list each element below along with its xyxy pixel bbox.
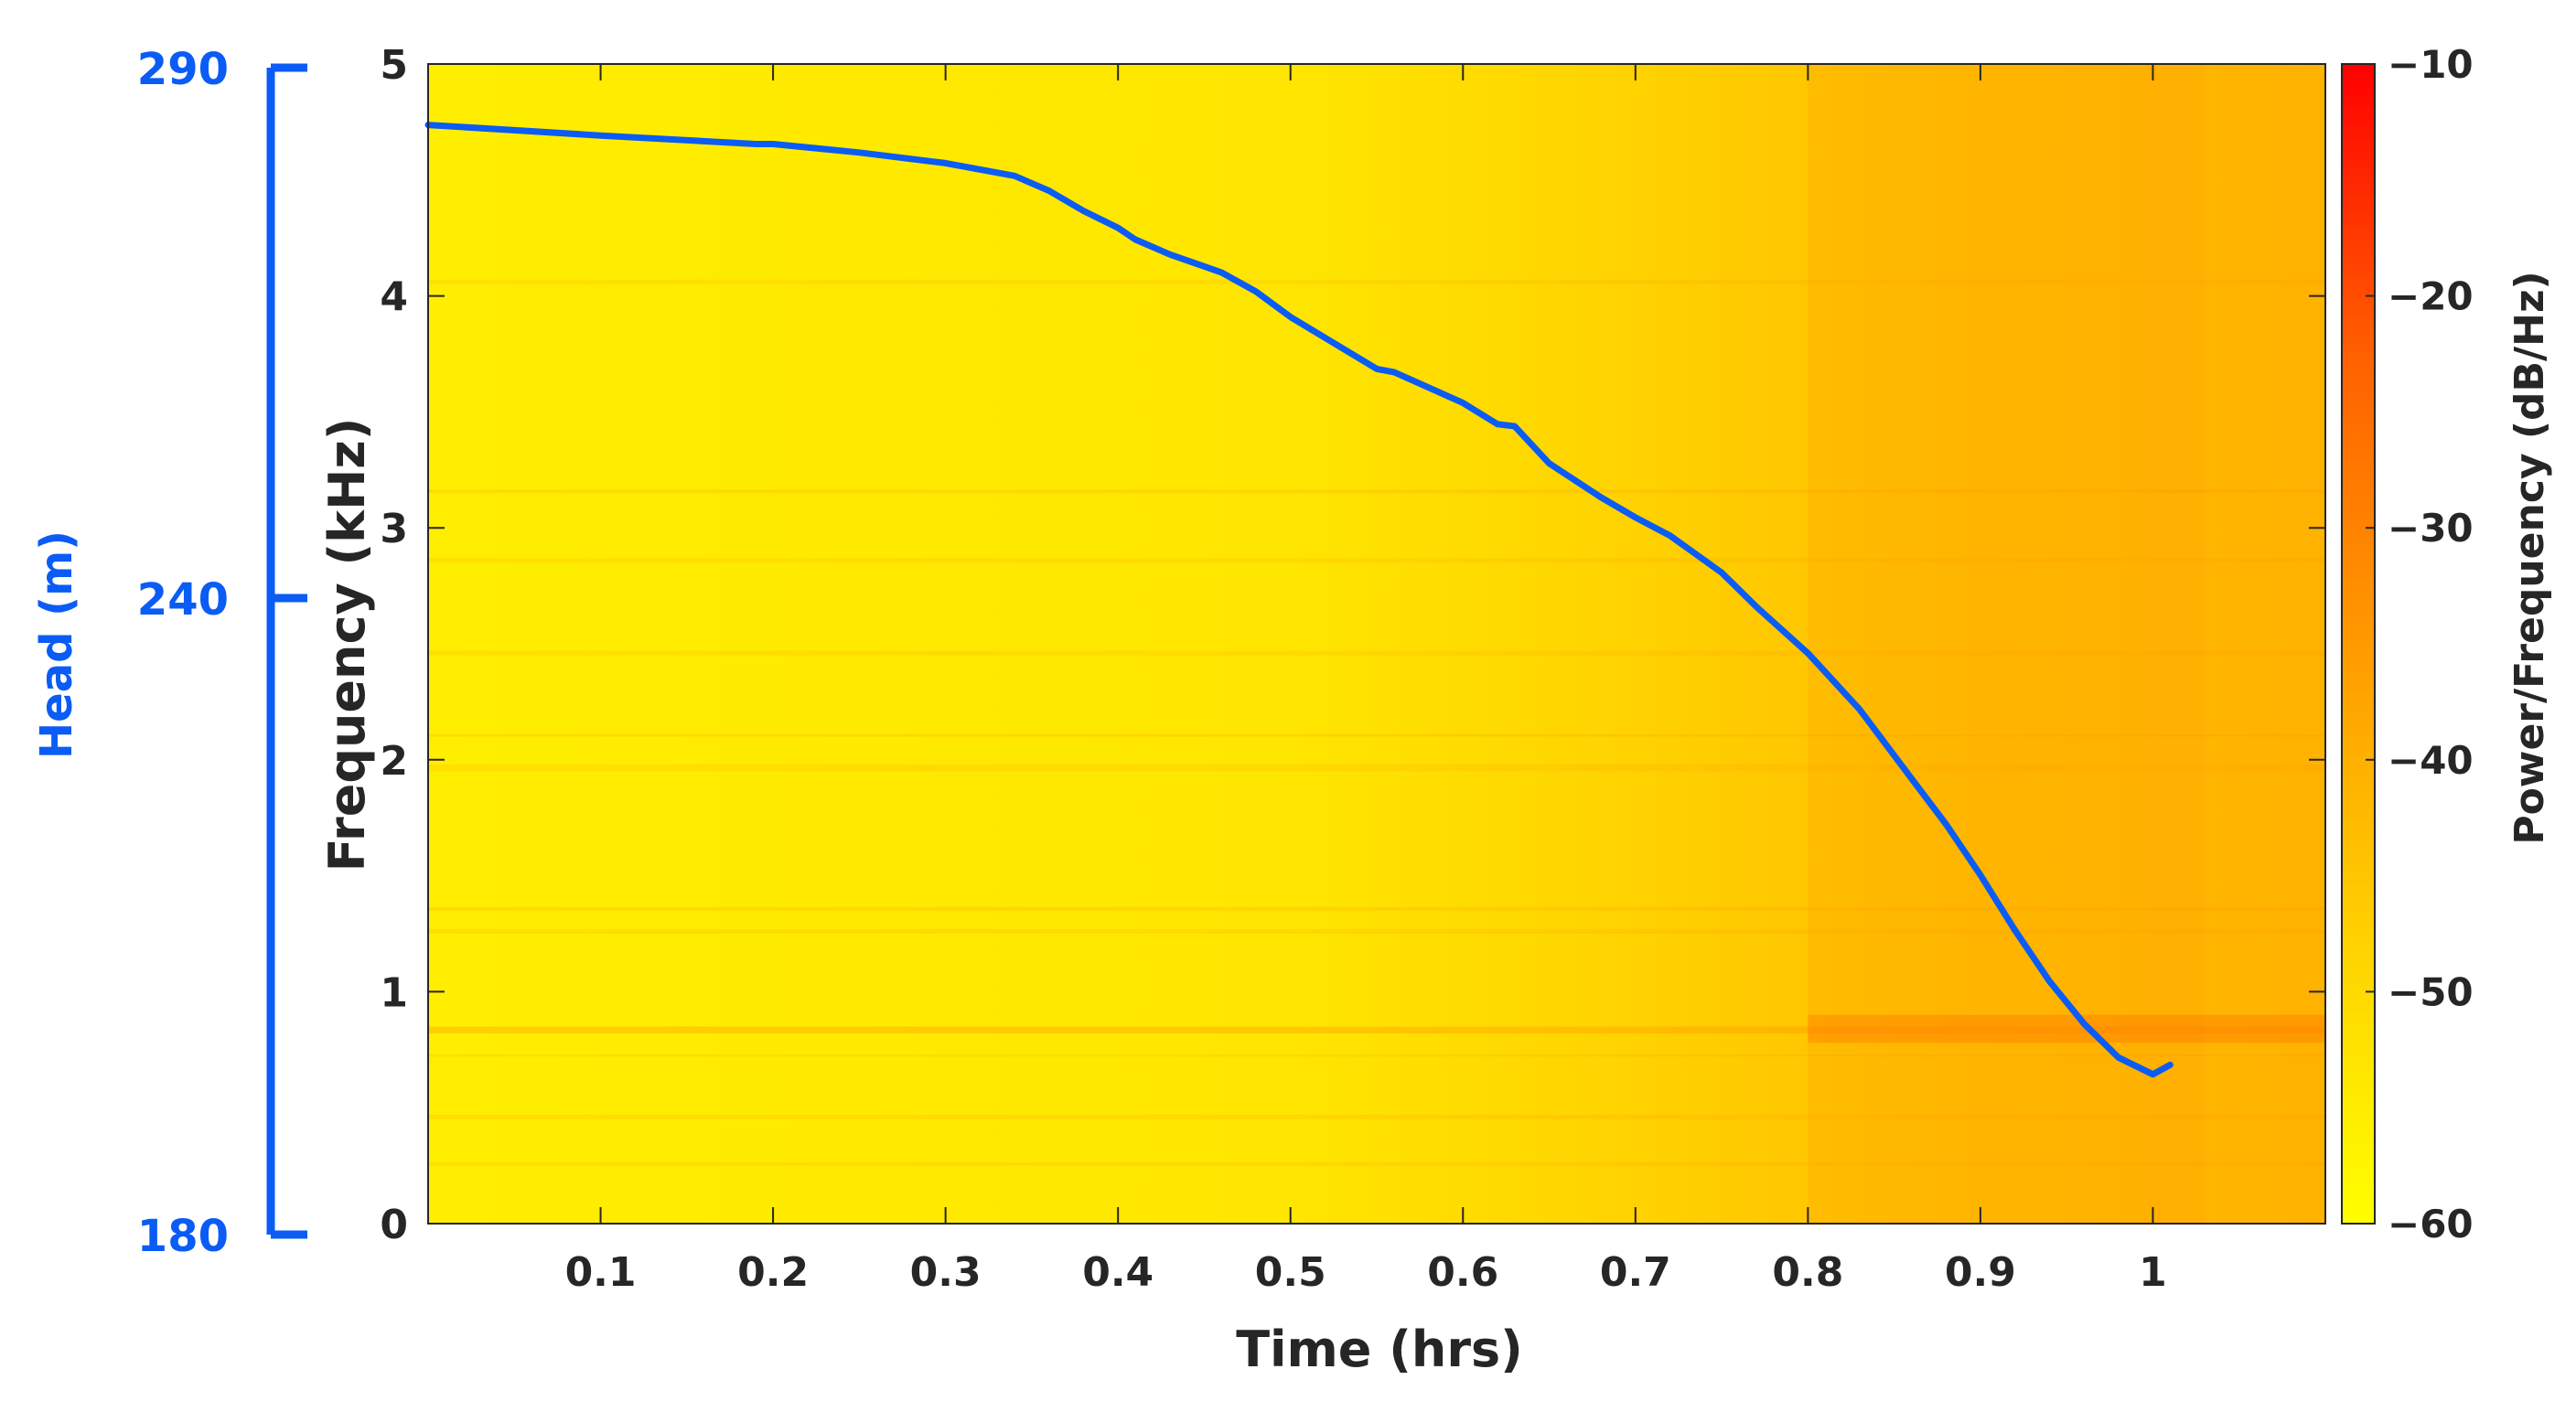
spectrogram-band <box>428 764 2325 772</box>
y-tick-label: 0 <box>380 1202 408 1248</box>
y-axis: 0 1 2 3 4 5 <box>380 42 2325 1248</box>
spectrogram-band <box>428 279 2325 284</box>
y-tick-label: 1 <box>380 969 408 1016</box>
spectrogram-band <box>428 1054 2325 1057</box>
spectrogram-band <box>1808 1014 2325 1043</box>
colorbar: −10 −20 −30 −40 −50 −60 <box>2341 42 2474 1246</box>
x-axis-label: Time (hrs) <box>1236 1321 1523 1378</box>
colorbar-tick-label: −20 <box>2388 274 2474 319</box>
head-tick-label: 290 <box>137 44 229 95</box>
x-tick-label: 0.6 <box>1427 1249 1498 1296</box>
colorbar-tick-label: −50 <box>2388 969 2474 1014</box>
y-tick-label: 2 <box>380 738 408 785</box>
colorbar-tick-label: −30 <box>2388 506 2474 551</box>
spectrogram-band <box>428 650 2325 656</box>
x-tick-label: 1 <box>2139 1249 2167 1296</box>
series-layer <box>424 122 2174 1078</box>
spectrogram-band <box>428 733 2325 737</box>
x-tick-label: 0.9 <box>1945 1249 2016 1296</box>
spectrogram-band <box>428 558 2325 563</box>
y-tick-label: 4 <box>380 274 408 321</box>
spectrogram-band <box>428 1114 2325 1119</box>
colorbar-tick-label: −40 <box>2388 738 2474 783</box>
spectrogram-band <box>428 1026 2325 1034</box>
head-axis-label: Head (m) <box>31 530 82 759</box>
y-axis-label: Frequency (kHz) <box>318 418 376 872</box>
head-tick-label: 180 <box>137 1211 229 1262</box>
x-tick-label: 0.5 <box>1255 1249 1326 1296</box>
x-tick-label: 0.4 <box>1082 1249 1154 1296</box>
x-tick-label: 0.3 <box>910 1249 982 1296</box>
x-tick-label: 0.7 <box>1600 1249 1671 1296</box>
head-series-line <box>424 122 2174 1078</box>
spectrogram-band <box>428 1161 2325 1166</box>
head-axis: 180 240 290 <box>137 44 307 1262</box>
spectrogram-band <box>428 928 2325 934</box>
spectrogram-band <box>428 489 2325 494</box>
plot-frame <box>427 63 2326 1225</box>
colorbar-label: Power/Frequency (dB/Hz) <box>2506 271 2553 844</box>
spectrogram-background <box>428 64 2325 1224</box>
x-tick-label: 0.8 <box>1772 1249 1843 1296</box>
head-tick-label: 240 <box>137 574 229 626</box>
spectrogram-band <box>428 906 2325 911</box>
spectrogram-heatmap <box>428 64 2325 1224</box>
x-tick-label: 0.2 <box>737 1249 809 1296</box>
colorbar-tick-label: −10 <box>2388 42 2474 87</box>
spectrogram-region <box>1808 64 2206 1224</box>
y-tick-label: 3 <box>380 506 408 552</box>
y-tick-label: 5 <box>380 42 408 89</box>
colorbar-tick-label: −60 <box>2388 1202 2474 1246</box>
x-axis: 0.1 0.2 0.3 0.4 0.5 0.6 0.7 0.8 0.9 1 <box>565 64 2167 1296</box>
colorbar-gradient <box>2341 63 2376 1225</box>
x-tick-label: 0.1 <box>565 1249 637 1296</box>
